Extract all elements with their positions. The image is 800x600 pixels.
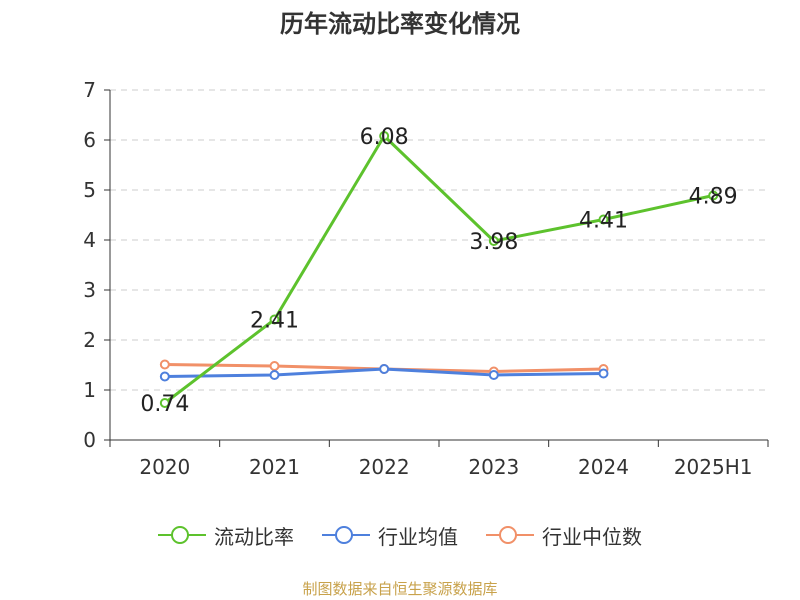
x-tick-label: 2022 [359,455,410,479]
data-point [269,361,280,371]
data-label: 4.89 [689,185,738,210]
data-point [379,364,390,374]
y-tick-label: 3 [83,278,96,302]
source-note: 制图数据来自恒生聚源数据库 [302,580,498,598]
y-tick-label: 5 [83,178,96,202]
data-point [159,371,170,382]
data-point [379,131,390,141]
x-tick-label: 2025H1 [674,455,753,479]
x-tick-label: 2020 [139,455,190,479]
data-point [159,398,170,408]
y-tick-label: 6 [83,128,96,152]
legend-label: 行业均值 [378,524,458,549]
data-label: 2.41 [250,309,299,334]
x-tick-label: 2023 [468,455,519,479]
data-point [488,236,499,246]
data-point [269,370,280,380]
legend-marker-icon [158,524,206,546]
data-point [598,368,609,379]
legend-item-current-ratio[interactable]: 流动比率 [158,521,294,550]
y-tick-label: 7 [83,78,96,102]
x-tick-label: 2024 [578,455,629,479]
legend-label: 行业中位数 [542,524,642,549]
y-tick-label: 0 [83,428,96,452]
legend-label: 流动比率 [214,524,294,549]
x-tick-label: 2021 [249,455,300,479]
y-tick-label: 1 [83,378,96,402]
data-point [598,214,609,225]
data-point [488,370,499,380]
data-label: 0.74 [140,392,189,417]
series-line [163,134,714,405]
legend-item-industry-median[interactable]: 行业中位数 [486,521,642,550]
legend-marker-icon [322,524,370,546]
data-label: 6.08 [360,125,409,150]
y-tick-label: 2 [83,328,96,352]
data-point [269,314,280,325]
data-label: 4.41 [579,209,628,234]
y-tick-label: 4 [83,228,96,252]
data-point [159,359,170,370]
legend: 流动比率 行业均值 行业中位数 [0,520,800,550]
legend-item-industry-mean[interactable]: 行业均值 [322,521,458,550]
data-point [708,190,719,201]
data-label: 3.98 [469,230,518,255]
chart-title: 历年流动比率变化情况 [280,10,520,38]
legend-marker-icon [486,524,534,546]
